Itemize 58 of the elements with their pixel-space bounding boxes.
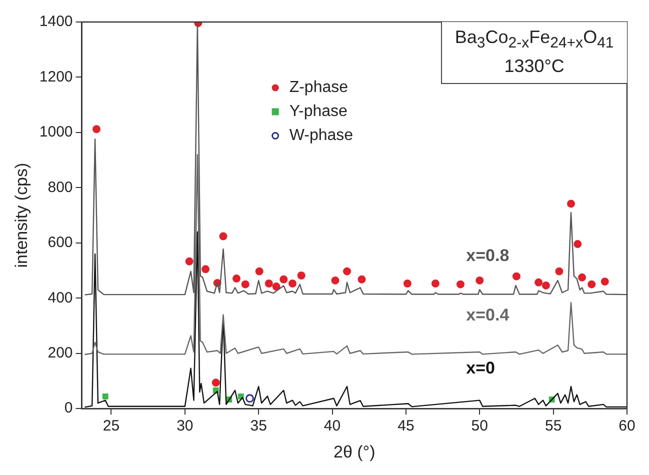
point — [264, 280, 273, 288]
point — [297, 272, 306, 280]
y-tick-label: 400 — [48, 289, 73, 306]
point — [219, 232, 228, 240]
y-tick-label: 1400 — [39, 13, 73, 30]
point — [534, 278, 543, 286]
point — [512, 272, 520, 280]
y-tick-label: 200 — [48, 344, 73, 362]
y-tick-label: 0 — [64, 400, 73, 417]
point — [600, 278, 609, 286]
x-tick-label: 35 — [250, 418, 267, 435]
point — [241, 280, 250, 288]
point — [232, 274, 240, 283]
y-tick-label: 800 — [48, 178, 73, 196]
series-label: x=0 — [466, 358, 495, 378]
point — [288, 280, 296, 288]
point — [331, 276, 340, 284]
label-box: Ba$_{3}$Co$_{2-x}$Fe$_{24+x}$O$_{41}$ 1330°C — [440, 22, 627, 84]
point — [358, 275, 366, 284]
x-tick-label: 40 — [324, 418, 341, 435]
y-tick-label: 1000 — [39, 124, 73, 141]
x-tick-label: 25 — [102, 418, 120, 435]
point — [343, 267, 352, 276]
series-label: x=0.4 — [466, 306, 510, 325]
point — [202, 265, 210, 274]
point — [255, 267, 264, 276]
point — [574, 240, 582, 248]
legend-label: W-phase — [289, 127, 354, 144]
x-tick-label: 30 — [176, 418, 194, 435]
point — [555, 267, 564, 276]
point — [92, 125, 101, 134]
y-tick-label: 1200 — [39, 68, 73, 86]
legend-label: Z-phase — [289, 79, 348, 96]
legend-label: Y-phase — [289, 103, 348, 120]
x-axis-title: 2θ (°) — [334, 442, 376, 462]
point — [588, 280, 596, 288]
point — [212, 378, 220, 387]
y-axis-title: intensity (cps) — [12, 162, 31, 268]
point — [456, 280, 464, 288]
point — [567, 200, 576, 208]
x-tick-label: 50 — [471, 418, 488, 435]
point — [246, 394, 254, 403]
point — [102, 393, 108, 400]
x-tick-label: 55 — [544, 418, 562, 435]
annotation: 1330°C — [503, 54, 566, 77]
x-tick-label: 45 — [398, 418, 414, 435]
y-tick-label: 600 — [48, 234, 73, 252]
x-tick-label: 60 — [618, 418, 636, 435]
point — [578, 273, 586, 282]
point — [542, 281, 550, 290]
point — [185, 257, 194, 266]
point — [272, 282, 280, 291]
point — [476, 276, 484, 284]
point — [280, 275, 288, 284]
annotation: Ba$_{3}$Co$_{2-x}$Fe$_{24+x}$O$_{41}$ — [454, 26, 615, 54]
series-label: x=0.8 — [466, 246, 510, 266]
point — [431, 280, 440, 288]
point — [403, 280, 412, 288]
